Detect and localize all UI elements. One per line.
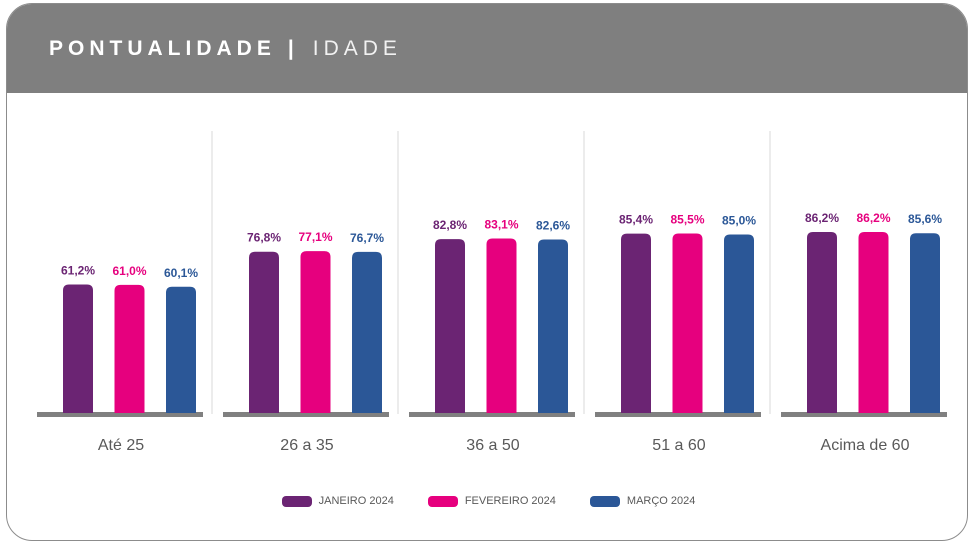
bar [724, 234, 754, 413]
data-label: 85,4% [619, 213, 653, 227]
data-label: 86,2% [805, 211, 839, 225]
bar [910, 233, 940, 413]
baseline-segment [595, 412, 761, 417]
bar [621, 233, 651, 413]
legend-label: JANEIRO 2024 [318, 495, 394, 507]
data-label: 76,7% [350, 231, 384, 245]
baseline-segment [223, 412, 389, 417]
legend-label: FEVEREIRO 2024 [464, 495, 556, 507]
baseline-segment [409, 412, 575, 417]
bar [166, 286, 196, 413]
legend-swatch [427, 495, 458, 507]
header-bar: PONTUALIDADE | IDADE [7, 4, 967, 93]
legend-item: MARÇO 2024 [589, 495, 696, 507]
chart-legend: JANEIRO 2024 FEVEREIRO 2024 MARÇO 2024 [0, 495, 977, 507]
page-title: PONTUALIDADE | IDADE [49, 37, 402, 61]
data-label: 60,1% [164, 266, 198, 280]
category-label: Até 25 [98, 437, 144, 454]
bar [63, 284, 93, 413]
category-label: Acima de 60 [821, 437, 910, 454]
legend-item: JANEIRO 2024 [281, 495, 394, 507]
data-label: 83,1% [484, 217, 518, 231]
legend-item: FEVEREIRO 2024 [427, 495, 556, 507]
data-label: 61,2% [61, 263, 95, 277]
data-label: 85,0% [722, 214, 756, 228]
baseline-segment [37, 412, 203, 417]
category-label: 26 a 35 [280, 437, 333, 454]
baseline-segment [781, 412, 947, 417]
title-main: PONTUALIDADE [49, 37, 276, 60]
bar [858, 231, 889, 413]
data-label: 82,6% [536, 219, 570, 233]
bar [672, 233, 703, 413]
bar [486, 238, 517, 413]
category-label: 36 a 50 [466, 437, 519, 454]
data-label: 82,8% [433, 218, 467, 232]
category-label: 51 a 60 [652, 437, 705, 454]
bar [300, 251, 331, 413]
bar [249, 251, 279, 413]
data-label: 86,2% [856, 211, 890, 225]
data-label: 85,6% [908, 212, 942, 226]
legend-label: MARÇO 2024 [626, 495, 696, 507]
bar [352, 251, 382, 413]
data-label: 85,5% [670, 212, 704, 226]
title-separator: | [287, 37, 299, 60]
data-label: 61,0% [112, 264, 146, 278]
bar [538, 239, 568, 413]
title-subtitle: IDADE [312, 37, 402, 60]
bar [807, 231, 837, 413]
data-label: 76,8% [247, 231, 281, 245]
bar [435, 239, 465, 413]
legend-swatch [589, 495, 620, 507]
data-label: 77,1% [298, 230, 332, 244]
bar [114, 284, 145, 413]
legend-swatch [281, 495, 312, 507]
